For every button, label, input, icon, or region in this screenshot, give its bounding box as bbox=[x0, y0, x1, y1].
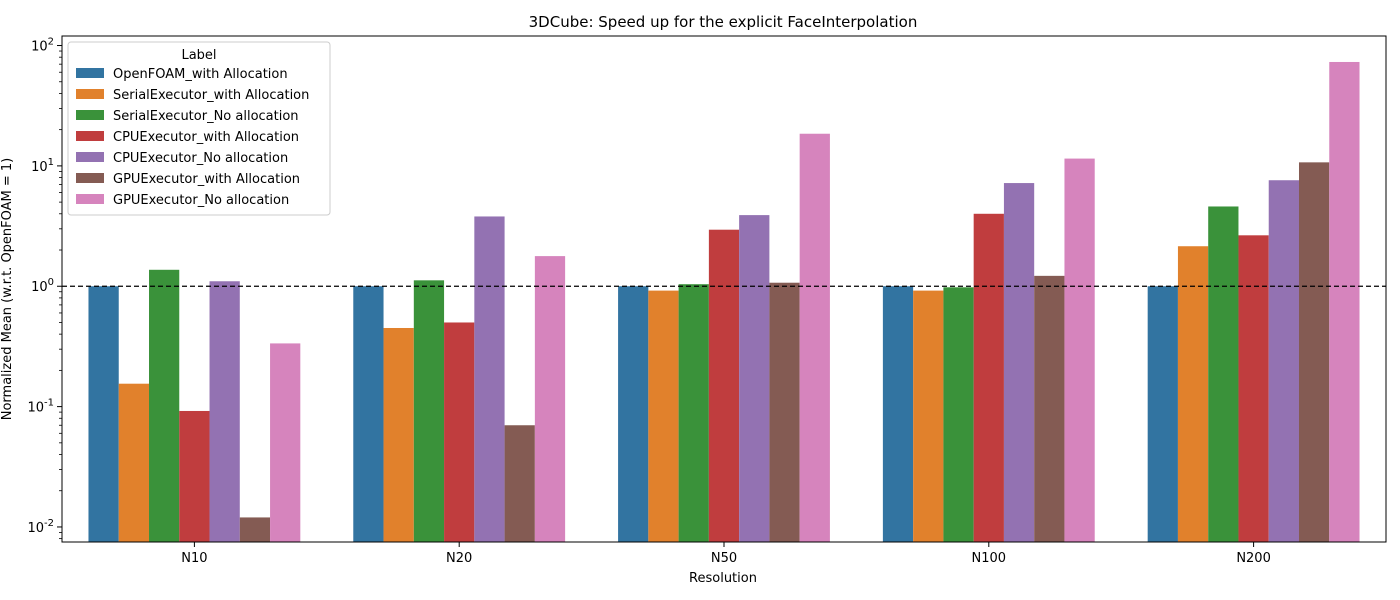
bar-n10-series-4 bbox=[179, 410, 210, 542]
y-axis-label: Normalized Mean (w.r.t. OpenFOAM = 1) bbox=[0, 158, 15, 421]
bar-n50-series-4 bbox=[708, 229, 740, 542]
y-tick-label: 10-1 bbox=[27, 398, 54, 416]
bar-n50-series-3 bbox=[678, 284, 709, 542]
legend-entry-label: CPUExecutor_with Allocation bbox=[113, 130, 299, 145]
legend-swatch bbox=[76, 131, 104, 141]
bar-n100-series-3 bbox=[943, 287, 974, 542]
bar-n20-series-6 bbox=[504, 425, 535, 542]
bar-n10-series-3 bbox=[149, 269, 180, 542]
bar-n50-series-2 bbox=[648, 290, 679, 542]
legend-title: Label bbox=[181, 48, 216, 63]
bar-n10-series-6 bbox=[239, 517, 271, 542]
bar-n200-series-3 bbox=[1208, 206, 1239, 543]
bar-n200-series-2 bbox=[1177, 246, 1209, 543]
bar-n50-series-5 bbox=[739, 215, 770, 543]
legend-entry-label: SerialExecutor_No allocation bbox=[113, 109, 299, 124]
bar-n10-series-2 bbox=[118, 383, 149, 542]
bar-n100-series-4 bbox=[973, 213, 1004, 542]
x-tick-label: N10 bbox=[181, 551, 207, 566]
x-tick-label: N200 bbox=[1236, 551, 1271, 566]
bar-n100-series-1 bbox=[882, 286, 914, 542]
legend-entry-label: CPUExecutor_No allocation bbox=[113, 151, 288, 166]
bar-n200-series-4 bbox=[1238, 235, 1269, 542]
y-tick-label: 100 bbox=[31, 277, 54, 295]
bar-n10-series-1 bbox=[88, 286, 119, 542]
legend: Label OpenFOAM_with Allocation SerialExec… bbox=[67, 41, 331, 216]
x-tick-label: N20 bbox=[446, 551, 472, 566]
legend-swatch bbox=[76, 110, 104, 120]
bar-n100-series-7 bbox=[1064, 158, 1095, 542]
chart-title: 3DCube: Speed up for the explicit FaceIn… bbox=[529, 13, 918, 31]
legend-swatch bbox=[76, 68, 104, 78]
x-axis-ticks: N10 N20 N50 N100 N200 bbox=[181, 542, 1271, 566]
x-tick-label: N50 bbox=[711, 551, 737, 566]
y-tick-label: 102 bbox=[31, 37, 54, 55]
bar-n20-series-3 bbox=[413, 280, 445, 542]
bars-group bbox=[88, 61, 1360, 543]
bar-n100-series-5 bbox=[1003, 183, 1035, 542]
bar-n50-series-1 bbox=[618, 286, 649, 542]
y-tick-label: 10-2 bbox=[27, 518, 54, 536]
bar-n200-series-6 bbox=[1298, 162, 1330, 542]
bar-n100-series-2 bbox=[913, 290, 944, 542]
bar-n200-series-5 bbox=[1268, 180, 1299, 543]
legend-swatch bbox=[76, 89, 104, 99]
legend-entry-label: GPUExecutor_No allocation bbox=[113, 193, 289, 208]
bar-n20-series-7 bbox=[534, 256, 566, 542]
legend-entry-label: GPUExecutor_with Allocation bbox=[113, 172, 300, 187]
legend-entry-label: OpenFOAM_with Allocation bbox=[113, 67, 288, 82]
y-tick-label: 101 bbox=[31, 157, 54, 175]
legend-items: OpenFOAM_with Allocation SerialExecutor_w… bbox=[76, 67, 309, 208]
bar-n20-series-1 bbox=[353, 286, 384, 542]
y-axis-ticks: 10-2 10-1 100 101 102 bbox=[27, 37, 62, 540]
x-axis-label: Resolution bbox=[689, 571, 757, 586]
bar-n50-series-6 bbox=[769, 282, 800, 542]
legend-swatch bbox=[76, 152, 104, 162]
legend-box bbox=[67, 41, 331, 216]
bar-n100-series-6 bbox=[1034, 275, 1065, 542]
plot-frame bbox=[61, 35, 1387, 543]
bar-n50-series-7 bbox=[799, 133, 830, 543]
bar-n200-series-7 bbox=[1329, 61, 1360, 542]
bar-n20-series-4 bbox=[444, 322, 475, 542]
bar-n200-series-1 bbox=[1147, 286, 1178, 542]
bar-n20-series-5 bbox=[474, 216, 505, 542]
bar-n10-series-5 bbox=[209, 281, 240, 542]
legend-swatch bbox=[76, 194, 104, 204]
legend-entry-label: SerialExecutor_with Allocation bbox=[113, 88, 309, 103]
bar-n10-series-7 bbox=[270, 343, 301, 542]
bar-n20-series-2 bbox=[383, 327, 414, 542]
legend-swatch bbox=[76, 173, 104, 183]
x-tick-label: N100 bbox=[972, 551, 1007, 566]
